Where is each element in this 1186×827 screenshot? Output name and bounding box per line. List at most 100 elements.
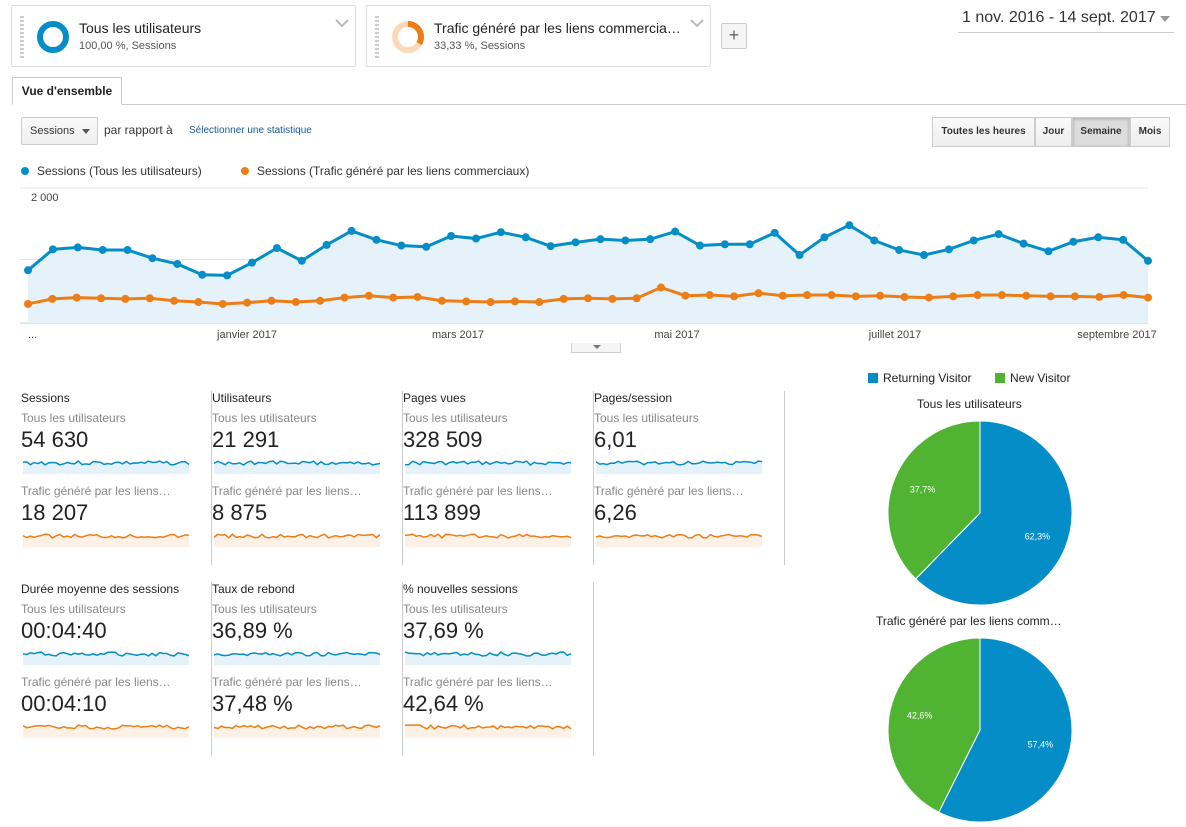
sparkline-all-users bbox=[405, 460, 571, 474]
legend-all-users: Sessions (Tous les utilisateurs) bbox=[21, 164, 202, 178]
data-point bbox=[73, 243, 82, 252]
metric-card-segment-label: Trafic généré par les liens… bbox=[403, 484, 553, 498]
segment-donut-icon bbox=[392, 21, 424, 53]
data-point bbox=[248, 258, 256, 267]
x-tick-label: mars 2017 bbox=[432, 329, 484, 341]
data-point bbox=[1044, 247, 1053, 256]
data-point bbox=[297, 256, 306, 265]
sparkline-segment bbox=[23, 724, 190, 738]
tab-bar-divider bbox=[12, 104, 1186, 105]
sparkline-line bbox=[405, 533, 572, 539]
data-point bbox=[571, 238, 580, 247]
sparkline-line bbox=[405, 724, 572, 731]
data-point bbox=[218, 299, 227, 308]
data-point bbox=[969, 236, 978, 245]
metric-card-segment-label: Trafic généré par les liens… bbox=[21, 484, 171, 498]
sparkline-line bbox=[214, 724, 381, 730]
data-point bbox=[900, 292, 909, 301]
date-range-selector[interactable]: 1 nov. 2016 - 14 sept. 2017 bbox=[958, 8, 1174, 33]
metric-card[interactable]: Utilisateurs Tous les utilisateurs 21 291 T… bbox=[212, 391, 403, 565]
pie-label-returning: 57,4% bbox=[1028, 739, 1054, 749]
data-point bbox=[521, 233, 530, 242]
select-statistic-link[interactable]: Sélectionner une statistique bbox=[189, 125, 312, 136]
segment-donut-icon bbox=[37, 21, 69, 53]
segment-commercial-links[interactable]: Trafic généré par les liens commercia… 3… bbox=[366, 5, 711, 67]
data-point bbox=[170, 296, 179, 305]
data-point bbox=[472, 234, 480, 243]
data-point bbox=[198, 270, 207, 279]
data-point bbox=[447, 232, 456, 241]
drag-handle-icon[interactable] bbox=[20, 16, 24, 58]
metric-card-segment-label: Tous les utilisateurs bbox=[212, 411, 317, 425]
metric-card-segment-label: Tous les utilisateurs bbox=[212, 602, 317, 616]
metric-card[interactable]: Pages/session Tous les utilisateurs 6,01 Tr… bbox=[594, 391, 785, 565]
data-point bbox=[997, 291, 1006, 300]
sparkline-line bbox=[23, 533, 190, 539]
data-point bbox=[243, 298, 252, 307]
sparkline-line bbox=[596, 460, 763, 466]
sparkline-segment bbox=[596, 533, 763, 547]
data-point bbox=[123, 245, 132, 254]
sparkline-fill bbox=[23, 652, 189, 665]
metric-select[interactable]: Sessions bbox=[21, 117, 98, 145]
sparkline-segment bbox=[214, 533, 381, 547]
metric-card-segment-label: Trafic généré par les liens… bbox=[212, 675, 362, 689]
sparkline-line bbox=[405, 651, 572, 657]
add-segment-button[interactable]: + bbox=[721, 23, 747, 49]
pie-chart-all-users[interactable]: 62,3% 37,7% bbox=[885, 418, 1075, 608]
metric-card-value-all: 36,89 % bbox=[212, 618, 293, 643]
granularity-day-button[interactable]: Jour bbox=[1035, 117, 1072, 147]
data-point bbox=[1095, 292, 1104, 301]
data-point bbox=[48, 294, 57, 303]
pie-label-new: 42,6% bbox=[907, 711, 933, 721]
metric-card[interactable]: Sessions Tous les utilisateurs 54 630 Trafi… bbox=[21, 391, 212, 565]
x-tick-label: septembre 2017 bbox=[1077, 329, 1157, 341]
pie-chart-commercial[interactable]: 57,4% 42,6% bbox=[885, 635, 1075, 825]
data-point bbox=[496, 228, 505, 237]
metric-card-value-all: 6,01 bbox=[594, 427, 637, 452]
tab-overview[interactable]: Vue d'ensemble bbox=[12, 77, 122, 105]
segment-all-users[interactable]: Tous les utilisateurs 100,00 %, Sessions bbox=[11, 5, 356, 67]
x-tick-label: janvier 2017 bbox=[216, 329, 277, 341]
data-point bbox=[920, 251, 928, 260]
sparkline-segment bbox=[214, 724, 381, 738]
chevron-down-icon[interactable] bbox=[690, 18, 704, 28]
data-point bbox=[730, 292, 739, 301]
sparkline-all-users bbox=[214, 460, 381, 474]
data-point bbox=[1019, 239, 1028, 248]
granularity-hourly-button[interactable]: Toutes les heures bbox=[932, 117, 1035, 147]
granularity-month-button[interactable]: Mois bbox=[1130, 117, 1170, 147]
sparkline-segment bbox=[405, 533, 572, 547]
chevron-down-icon[interactable] bbox=[335, 18, 349, 28]
metric-card[interactable]: Pages vues Tous les utilisateurs 328 509 Tr… bbox=[403, 391, 594, 565]
data-point bbox=[820, 233, 829, 242]
sparkline-all-users bbox=[405, 651, 572, 665]
legend-square-icon bbox=[995, 373, 1005, 383]
data-point bbox=[322, 240, 331, 249]
data-point bbox=[1022, 291, 1031, 300]
sparkline-line bbox=[405, 460, 571, 466]
data-point bbox=[827, 291, 836, 300]
data-point bbox=[845, 221, 854, 230]
sparkline-line bbox=[596, 533, 763, 539]
collapse-chart-toggle[interactable] bbox=[571, 343, 621, 353]
data-point bbox=[1119, 291, 1128, 300]
granularity-week-button[interactable]: Semaine bbox=[1072, 117, 1130, 147]
data-point bbox=[671, 227, 680, 236]
metric-card-value-segment: 42,64 % bbox=[403, 691, 484, 716]
segment-subtitle: 100,00 %, Sessions bbox=[79, 40, 177, 52]
data-point bbox=[949, 292, 958, 301]
data-point bbox=[770, 228, 779, 237]
data-point bbox=[267, 296, 276, 305]
metric-card-value-all: 21 291 bbox=[212, 427, 280, 452]
metric-card-segment-label: Trafic généré par les liens… bbox=[594, 484, 744, 498]
metric-card[interactable]: Taux de rebond Tous les utilisateurs 36,89… bbox=[212, 582, 403, 756]
sparkline-segment bbox=[23, 533, 190, 547]
metric-card[interactable]: % nouvelles sessions Tous les utilisateur… bbox=[403, 582, 594, 756]
data-point bbox=[24, 266, 32, 275]
metric-card[interactable]: Durée moyenne des sessions Tous les utili… bbox=[21, 582, 212, 756]
drag-handle-icon[interactable] bbox=[375, 16, 379, 58]
pie-title-commercial: Trafic généré par les liens comm… bbox=[876, 614, 1062, 628]
data-point bbox=[895, 245, 904, 254]
